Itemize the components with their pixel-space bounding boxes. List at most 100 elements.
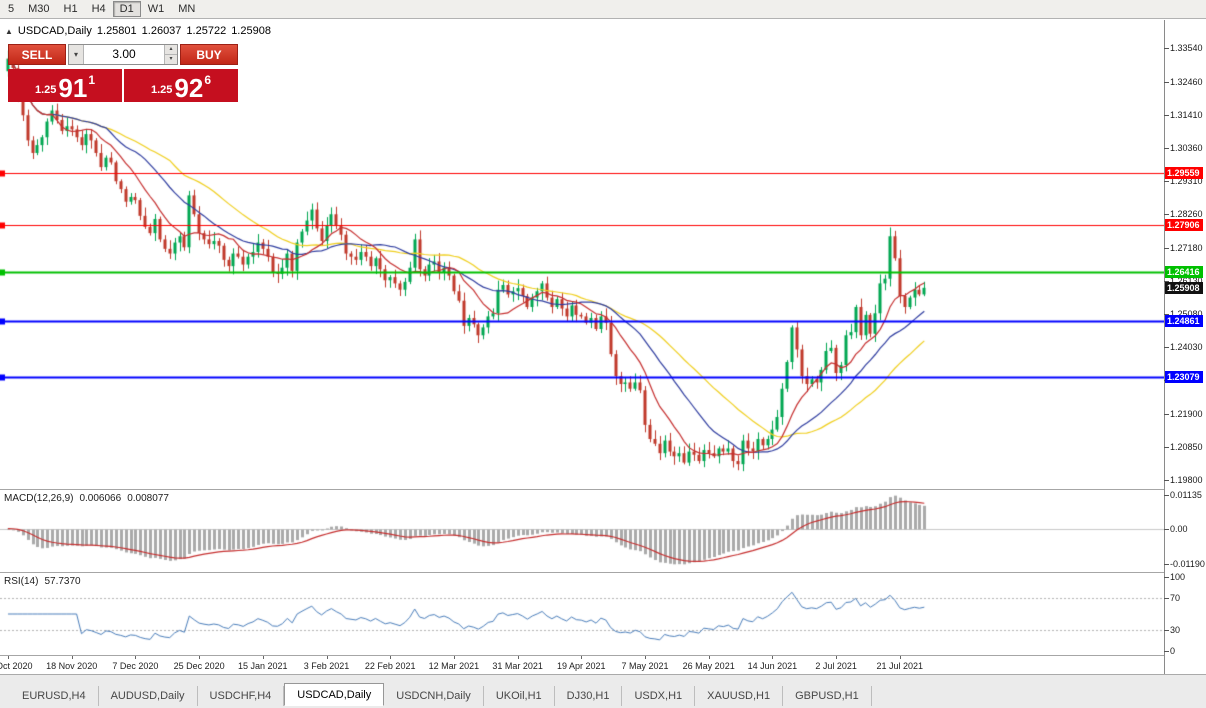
buy-price-base: 1.25 [150, 84, 173, 96]
sell-price-base: 1.25 [34, 84, 57, 96]
date-axis-tick [645, 656, 646, 659]
timeframe-button-w1[interactable]: W1 [141, 1, 172, 17]
timeframe-toolbar: 5 M30 H1 H4 D1 W1 MN [0, 0, 1206, 19]
price-axis-tick: 1.19800 [1164, 475, 1203, 485]
macd-title: MACD(12,26,9) [4, 493, 74, 504]
date-axis-label: 15 Jan 2021 [238, 661, 288, 671]
timeframe-button-5[interactable]: 5 [1, 1, 21, 17]
timeframe-button-m30[interactable]: M30 [21, 1, 56, 17]
price-axis[interactable] [1164, 20, 1206, 674]
pane-separator [0, 655, 1206, 656]
buy-button[interactable]: BUY [180, 44, 238, 65]
date-axis-tick [72, 656, 73, 659]
date-axis-label: 7 Dec 2020 [112, 661, 159, 671]
volume-control[interactable]: ▾ 3.00 ▴ ▾ [68, 44, 178, 65]
rsi-indicator-label: RSI(14) 57.7370 [4, 576, 87, 587]
macd-axis-tick: -0.01190 [1164, 559, 1205, 569]
chart-tab-usdcnh-daily[interactable]: USDCNH,Daily [384, 686, 484, 706]
macd-value-main: 0.006066 [79, 493, 122, 504]
chart-window: ▲ USDCAD,Daily 1.25801 1.26037 1.25722 1.2590… [0, 20, 1206, 674]
timeframe-button-h1[interactable]: H1 [57, 1, 85, 17]
pane-separator [0, 489, 1206, 490]
date-axis-tick [518, 656, 519, 659]
date-axis-label: 2 Jul 2021 [815, 661, 857, 671]
price-axis-tick: 1.30360 [1164, 143, 1203, 153]
date-axis-tick [390, 656, 391, 659]
chart-symbol-label: USDCAD,Daily [17, 25, 92, 37]
chart-tab-eurusd-h4[interactable]: EURUSD,H4 [10, 686, 99, 706]
hline-price-label: 1.24861 [1165, 315, 1203, 327]
date-axis-label: 26 May 2021 [682, 661, 735, 671]
sell-price-fraction: 1 [88, 73, 96, 87]
price-axis-tick: 1.21900 [1164, 409, 1203, 419]
date-axis-tick [199, 656, 200, 659]
volume-decrease-icon[interactable]: ▾ [165, 55, 177, 64]
ohlc-close: 1.25908 [231, 25, 271, 37]
chart-tabs: EURUSD,H4 AUDUSD,Daily USDCHF,H4 USDCAD,Dai… [0, 675, 1206, 706]
date-axis-label: 22 Feb 2021 [364, 661, 416, 671]
pane-separator [0, 572, 1206, 573]
chart-tab-usdx-h1[interactable]: USDX,H1 [622, 686, 696, 706]
hline-price-label: 1.27906 [1165, 219, 1203, 231]
date-axis-label: 30 Oct 2020 [0, 661, 33, 671]
date-axis-label: 3 Feb 2021 [303, 661, 350, 671]
current-price-label: 1.25908 [1165, 282, 1203, 294]
macd-indicator-canvas[interactable] [0, 490, 1164, 572]
date-axis-label: 25 Dec 2020 [173, 661, 225, 671]
date-axis-label: 14 Jun 2021 [747, 661, 798, 671]
macd-value-signal: 0.008077 [127, 493, 169, 504]
date-axis-tick [263, 656, 264, 659]
timeframe-button-d1[interactable]: D1 [112, 1, 141, 17]
buy-price-pips: 92 [174, 73, 204, 103]
sell-price-display[interactable]: 1.25 91 1 [8, 69, 122, 102]
price-axis-tick: 1.32460 [1164, 77, 1203, 87]
timeframe-button-mn[interactable]: MN [171, 1, 202, 17]
sell-price-pips: 91 [58, 73, 88, 103]
one-click-trading-panel: SELL ▾ 3.00 ▴ ▾ BUY 1.25 91 1 1.25 92 6 [8, 44, 238, 102]
hline-price-label: 1.26416 [1165, 266, 1203, 278]
chart-tab-gbpusd-h1[interactable]: GBPUSD,H1 [783, 686, 872, 706]
macd-axis-tick: 0.01135 [1164, 490, 1202, 500]
rsi-axis-tick: 0 [1163, 646, 1176, 656]
rsi-indicator-canvas[interactable] [0, 573, 1164, 655]
chart-tab-audusd-daily[interactable]: AUDUSD,Daily [99, 686, 198, 706]
date-axis-label: 18 Nov 2020 [46, 661, 98, 671]
volume-spinner[interactable]: ▴ ▾ [164, 45, 177, 64]
volume-input[interactable]: 3.00 [112, 47, 136, 61]
macd-axis-tick: 0.00 [1164, 524, 1188, 534]
price-axis-tick: 1.31410 [1164, 110, 1203, 120]
ohlc-high: 1.26037 [141, 25, 182, 37]
rsi-title: RSI(14) [4, 576, 39, 587]
chart-tab-xauusd-h1[interactable]: XAUUSD,H1 [695, 686, 784, 706]
buy-price-display[interactable]: 1.25 92 6 [124, 69, 238, 102]
date-axis-tick [900, 656, 901, 659]
date-axis-label: 19 Apr 2021 [557, 661, 606, 671]
chart-tab-usdcad-daily[interactable]: USDCAD,Daily [284, 683, 385, 706]
volume-dropdown-icon[interactable]: ▾ [69, 45, 84, 64]
rsi-axis-tick: 70 [1163, 593, 1181, 603]
price-axis-tick: 1.28260 [1164, 209, 1203, 219]
date-axis-tick [709, 656, 710, 659]
chart-tab-dj30-h1[interactable]: DJ30,H1 [555, 686, 623, 706]
hline-price-label: 1.29559 [1165, 167, 1203, 179]
chart-tab-usdchf-h4[interactable]: USDCHF,H4 [198, 686, 285, 706]
date-axis-tick [135, 656, 136, 659]
date-axis-tick [772, 656, 773, 659]
sell-button[interactable]: SELL [8, 44, 66, 65]
ohlc-low: 1.25722 [186, 25, 227, 37]
chart-tab-ukoil-h1[interactable]: UKOil,H1 [484, 686, 555, 706]
chart-ohlc-header: ▲ USDCAD,Daily 1.25801 1.26037 1.25722 1.2590… [5, 25, 276, 37]
timeframe-button-h4[interactable]: H4 [85, 1, 113, 17]
date-axis-label: 31 Mar 2021 [492, 661, 543, 671]
date-axis-tick [8, 656, 9, 659]
collapse-panel-icon[interactable]: ▲ [5, 27, 13, 36]
date-axis-tick [327, 656, 328, 659]
price-axis-tick: 1.24030 [1164, 342, 1203, 352]
rsi-value: 57.7370 [44, 576, 81, 587]
volume-increase-icon[interactable]: ▴ [165, 45, 177, 55]
rsi-axis-tick: 100 [1163, 572, 1186, 582]
price-axis-tick: 1.27180 [1164, 243, 1203, 253]
price-axis-tick: 1.33540 [1164, 43, 1203, 53]
date-axis-label: 21 Jul 2021 [876, 661, 924, 671]
rsi-axis-tick: 30 [1163, 625, 1181, 635]
